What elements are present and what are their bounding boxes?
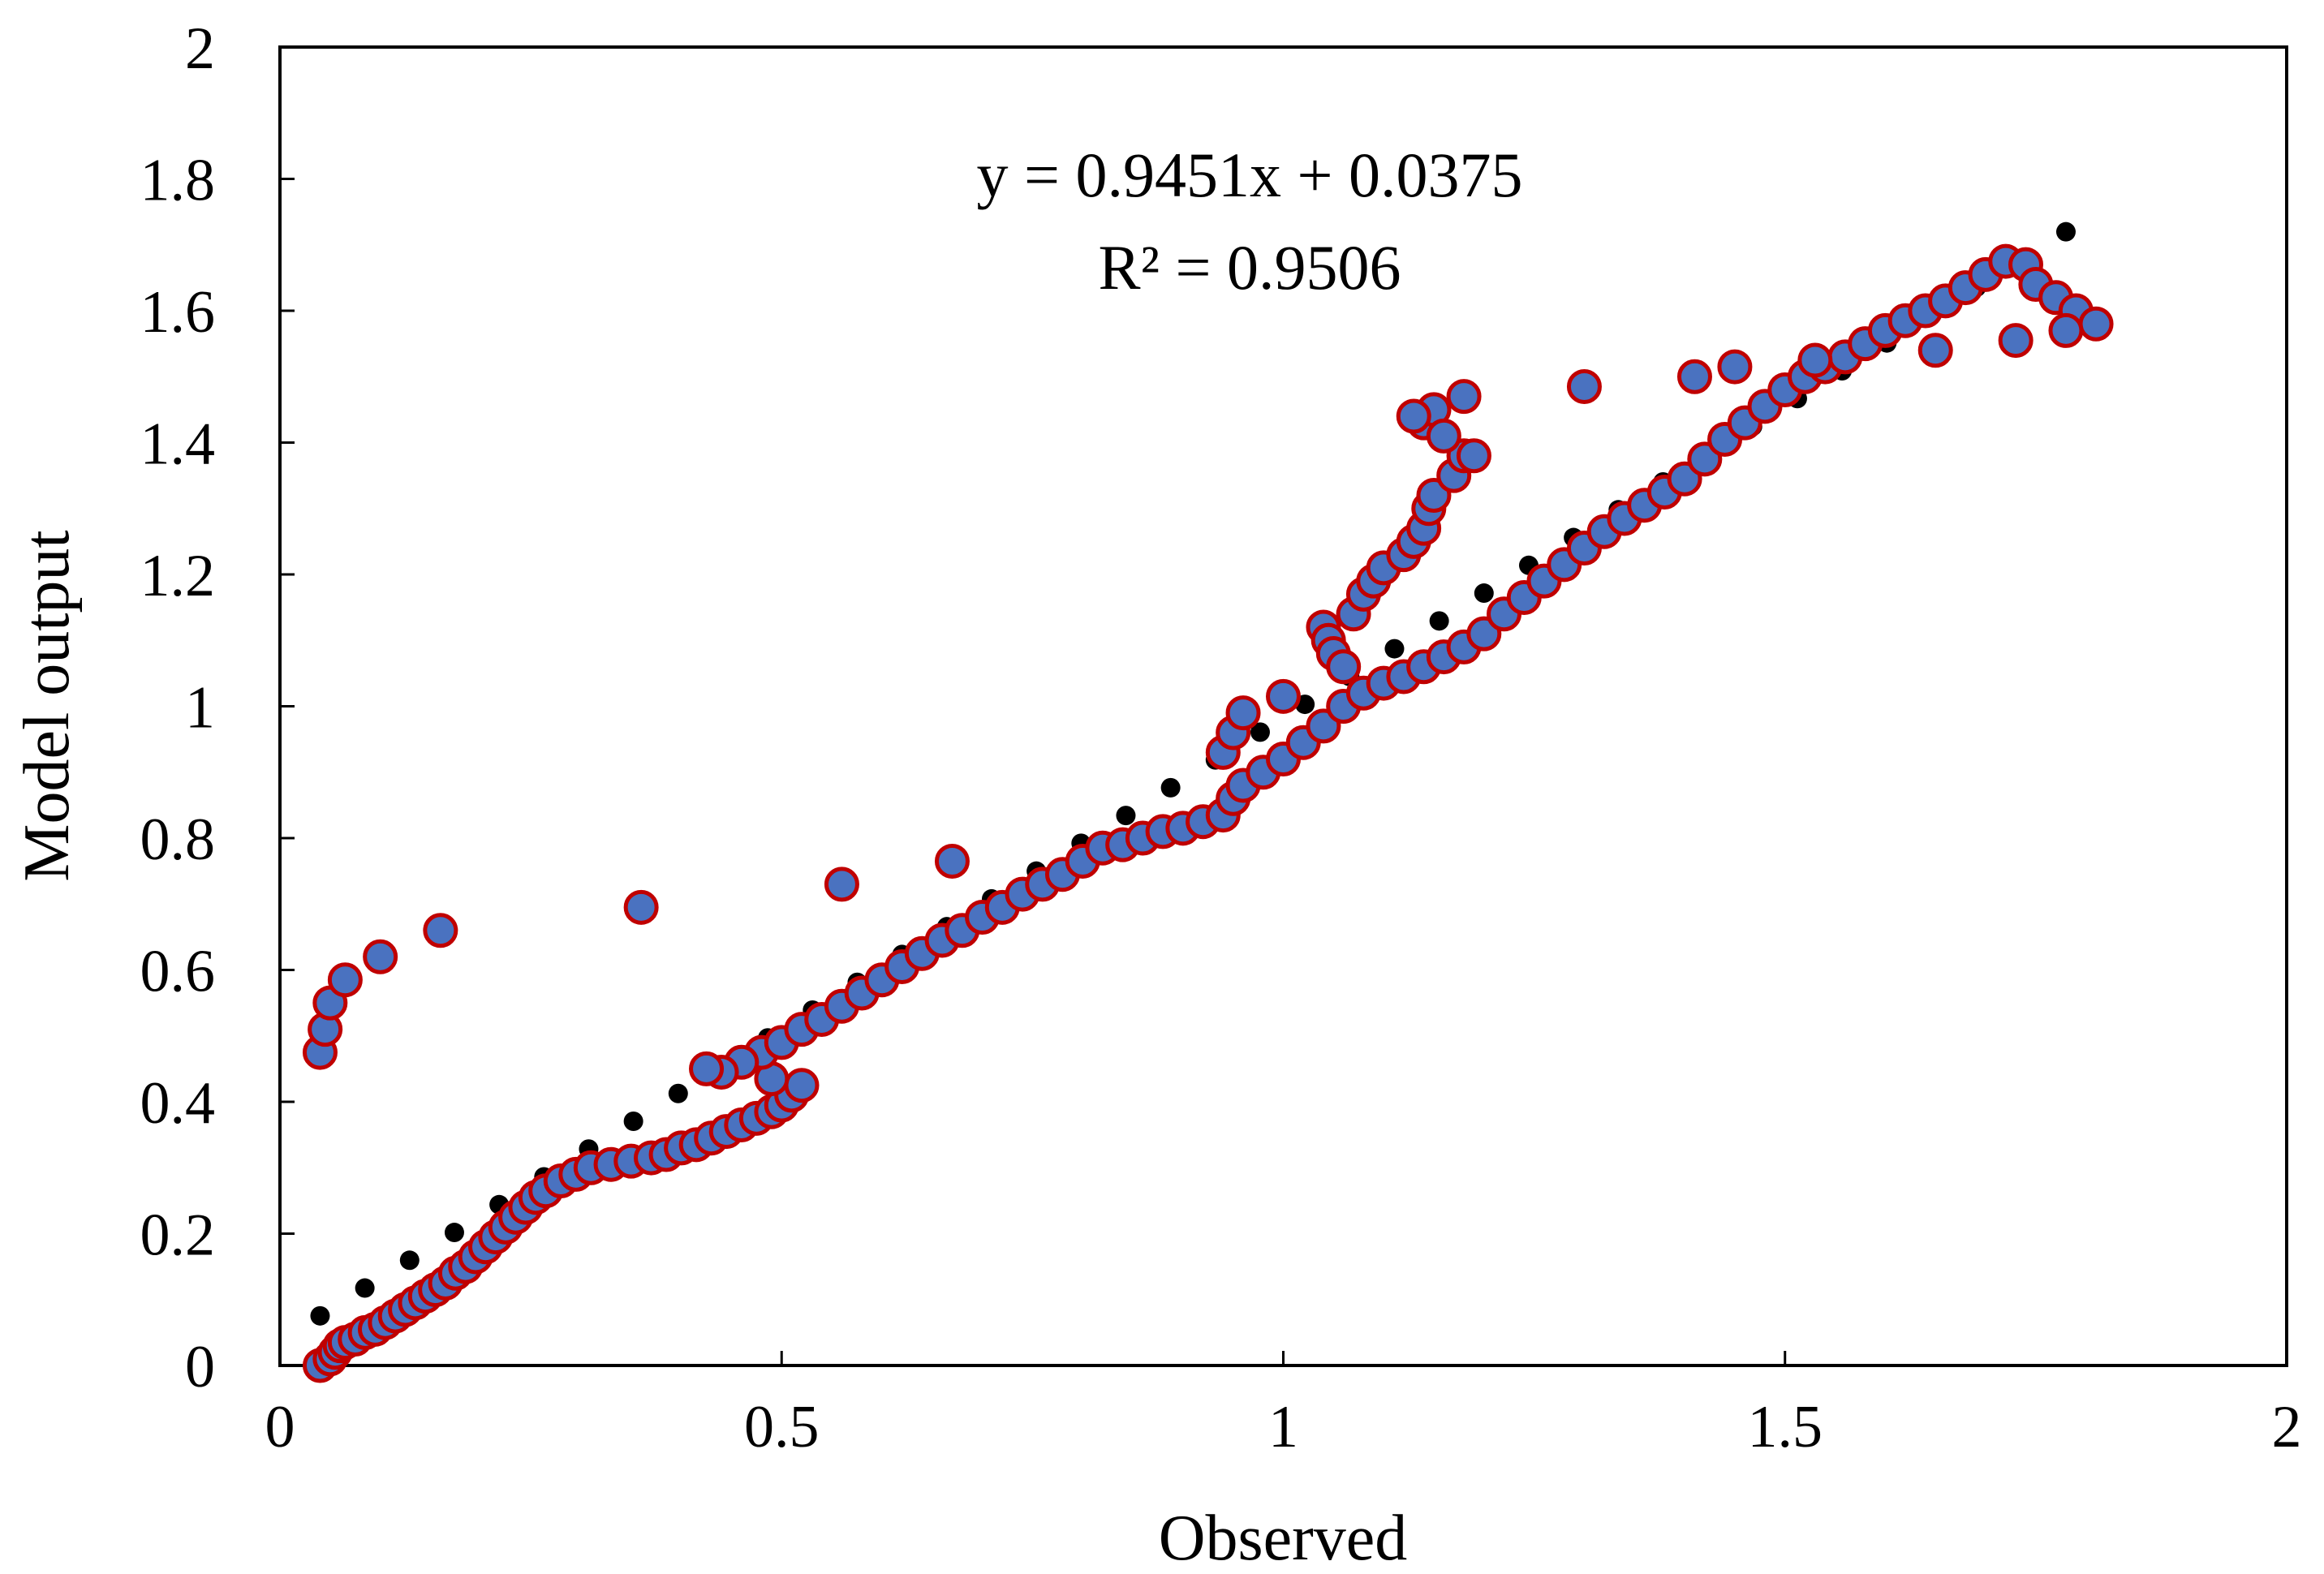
data-point: [1456, 438, 1491, 474]
data-point: [1566, 368, 1602, 404]
y-tick-label: 1: [185, 675, 215, 742]
trendline-dot: [2055, 221, 2076, 242]
data-point: [1676, 359, 1712, 394]
trendline-dot: [444, 1223, 464, 1243]
y-tick-label: 0.6: [140, 939, 216, 1005]
data-point: [824, 867, 859, 902]
x-tick-label: 0.5: [744, 1394, 820, 1460]
data-point: [1446, 379, 1482, 415]
x-tick-label: 1: [1268, 1394, 1298, 1460]
trendline-dot: [1160, 777, 1181, 798]
data-point: [1396, 398, 1431, 434]
y-tick-label: 1.8: [140, 148, 216, 214]
trendline-dot: [668, 1083, 688, 1103]
data-point: [1266, 678, 1301, 714]
y-tick-label: 0.8: [140, 806, 216, 873]
data-point: [1426, 418, 1461, 454]
y-tick-label: 0: [185, 1334, 215, 1400]
data-point: [1225, 695, 1261, 731]
trendline-dot: [355, 1278, 375, 1298]
data-point: [423, 913, 458, 948]
data-point: [689, 1051, 725, 1086]
trendline-equation: y = 0.9451x + 0.0375: [977, 140, 1523, 210]
y-tick-label: 1.6: [140, 279, 216, 346]
trendline-dot: [623, 1111, 643, 1131]
axis-ticks: [278, 45, 2288, 1367]
y-axis-title: Model output: [11, 530, 83, 881]
tick-labels: 0 0.5 1 1.5 2 0 0.2 0.4 0.6 0.8 1 1.2 1.4 1.6 1.8 2: [140, 15, 2302, 1460]
trendline-dot: [1250, 722, 1270, 742]
data-point: [934, 843, 970, 879]
y-tick-label: 0.4: [140, 1070, 216, 1137]
data-points-series: [302, 243, 2114, 1383]
data-point: [327, 962, 363, 998]
x-tick-label: 1.5: [1748, 1394, 1823, 1460]
x-tick-label: 2: [2272, 1394, 2302, 1460]
data-point: [1998, 323, 2034, 359]
data-point: [1717, 349, 1753, 385]
data-point: [1797, 342, 1833, 378]
x-axis-title: Observed: [1159, 1503, 1408, 1574]
data-point: [2078, 306, 2114, 342]
data-point: [1917, 333, 1953, 368]
trendline-dot: [399, 1250, 420, 1271]
trendline-dot: [1116, 806, 1136, 826]
y-tick-label: 1.2: [140, 543, 216, 609]
y-tick-label: 2: [185, 15, 215, 82]
trendline-dot: [310, 1305, 330, 1326]
data-point: [623, 889, 659, 925]
trendline-dot: [1474, 583, 1494, 604]
data-point: [363, 939, 398, 974]
r-squared-label: R² = 0.9506: [1099, 232, 1401, 303]
trendline-dot: [1429, 611, 1449, 631]
data-point: [1326, 649, 1362, 685]
x-tick-label: 0: [265, 1394, 295, 1460]
data-point: [784, 1068, 820, 1103]
y-tick-label: 0.2: [140, 1202, 216, 1269]
data-point: [2048, 312, 2084, 348]
y-tick-label: 1.4: [140, 411, 216, 478]
trendline-dot: [1384, 639, 1405, 659]
